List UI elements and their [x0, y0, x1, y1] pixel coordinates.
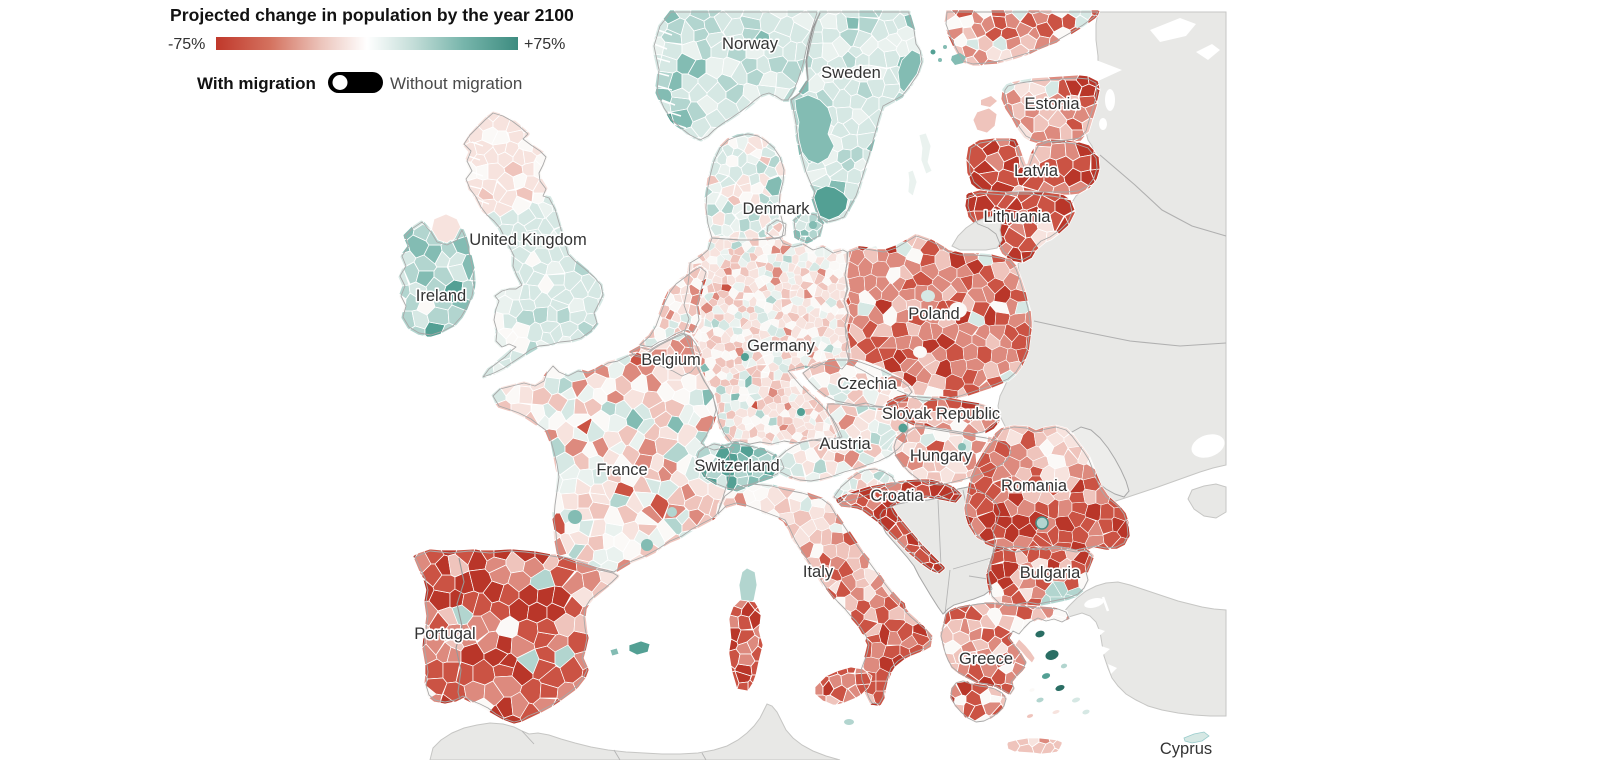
svg-text:Slovak Republic: Slovak Republic — [882, 405, 1000, 423]
svg-text:Norway: Norway — [722, 35, 779, 53]
svg-text:United Kingdom: United Kingdom — [469, 231, 586, 249]
svg-text:With migration: With migration — [197, 74, 316, 93]
svg-text:Romania: Romania — [1001, 477, 1068, 495]
svg-text:France: France — [596, 461, 647, 479]
svg-text:Lithuania: Lithuania — [984, 208, 1052, 226]
svg-text:Hungary: Hungary — [910, 447, 973, 465]
svg-text:Cyprus: Cyprus — [1160, 740, 1212, 758]
svg-text:Portugal: Portugal — [414, 625, 475, 643]
svg-text:Italy: Italy — [803, 563, 834, 581]
svg-text:Belgium: Belgium — [641, 351, 701, 369]
svg-text:Germany: Germany — [747, 337, 816, 355]
svg-text:Without migration: Without migration — [390, 74, 522, 93]
svg-text:Denmark: Denmark — [743, 200, 811, 218]
svg-text:Poland: Poland — [908, 305, 959, 323]
svg-text:Switzerland: Switzerland — [694, 457, 779, 475]
svg-text:Sweden: Sweden — [821, 64, 881, 82]
svg-text:Greece: Greece — [959, 650, 1013, 668]
svg-text:Estonia: Estonia — [1024, 95, 1080, 113]
svg-text:Ireland: Ireland — [416, 287, 466, 305]
svg-text:Czechia: Czechia — [837, 375, 897, 393]
svg-text:Austria: Austria — [819, 435, 871, 453]
svg-text:Bulgaria: Bulgaria — [1020, 564, 1081, 582]
svg-text:Latvia: Latvia — [1014, 162, 1059, 180]
svg-text:-75%: -75% — [168, 36, 205, 53]
svg-text:Projected change in population: Projected change in population by the ye… — [170, 5, 574, 25]
svg-text:+75%: +75% — [524, 36, 565, 53]
svg-text:Croatia: Croatia — [870, 487, 924, 505]
